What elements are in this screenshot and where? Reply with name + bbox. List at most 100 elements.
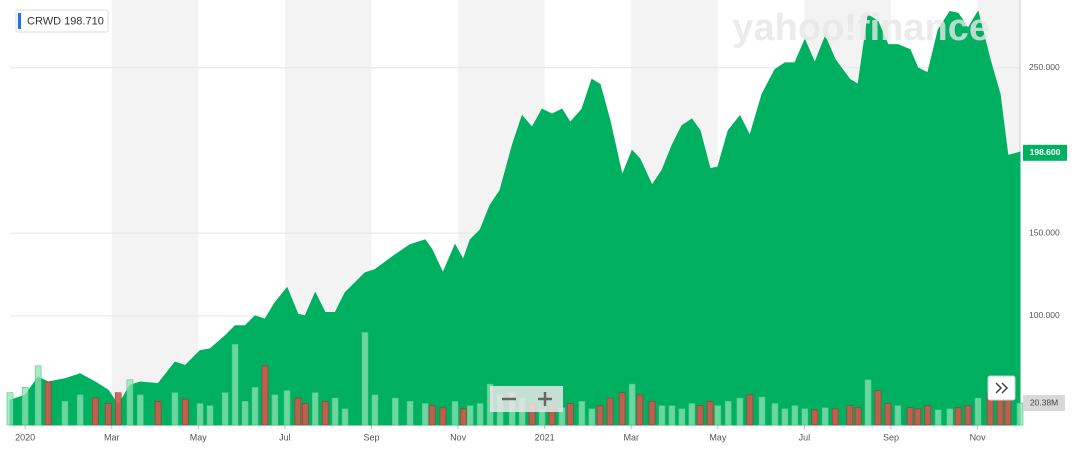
- legend-text: CRWD 198.710: [27, 15, 104, 27]
- volume-bar: [76, 394, 84, 426]
- volume-bar: [946, 408, 954, 426]
- volume-bar: [964, 405, 972, 426]
- watermark: yahoo!finance: [732, 7, 990, 49]
- volume-bar: [61, 401, 69, 426]
- volume-bar: [261, 365, 269, 426]
- zoom-panel: [490, 386, 563, 412]
- volume-bar: [44, 381, 52, 426]
- y-tick-label: 250.000: [1029, 62, 1060, 72]
- volume-bar: [906, 407, 914, 426]
- volume-bar: [451, 401, 459, 426]
- volume-bar: [846, 405, 854, 426]
- volume-bar: [476, 403, 484, 426]
- legend: CRWD 198.710: [15, 9, 109, 33]
- volume-bar: [341, 408, 349, 426]
- volume-bar: [251, 387, 259, 426]
- volume-bar: [811, 409, 819, 426]
- volume-bar: [714, 405, 722, 426]
- volume-bar: [391, 397, 399, 426]
- x-tick-label: 2020: [15, 432, 35, 442]
- volume-bar: [578, 401, 586, 426]
- volume-bar: [636, 394, 644, 426]
- volume-bar: [924, 405, 932, 426]
- volume-bar: [301, 403, 309, 426]
- volume-bar: [801, 408, 809, 426]
- volume-bar: [1016, 402, 1024, 426]
- volume-bar: [283, 390, 291, 426]
- volume-bar: [914, 408, 922, 426]
- volume-label-box: [1023, 395, 1065, 412]
- y-tick-label: 100.000: [1029, 310, 1060, 320]
- volume-bar: [831, 408, 839, 426]
- volume-bar: [231, 344, 239, 426]
- volume-bar: [196, 403, 204, 426]
- chevron: [1001, 382, 1009, 394]
- volume-bar: [854, 407, 862, 426]
- plot: [6, 10, 1024, 426]
- volume-bar: [821, 407, 829, 426]
- x-tick-label: Mar: [104, 432, 120, 442]
- volume-bar: [361, 332, 369, 426]
- volume-bar: [864, 379, 872, 426]
- volume-bar: [114, 392, 122, 426]
- x-tick-label: Sep: [883, 432, 899, 442]
- volume-bar: [6, 392, 14, 426]
- volume-bar: [934, 409, 942, 426]
- volume-bar: [331, 397, 339, 426]
- volume-bar: [466, 405, 474, 426]
- volume-bar: [781, 408, 789, 426]
- volume-bar: [596, 405, 604, 426]
- price-label: 198.600: [1030, 147, 1061, 157]
- volume-bar: [648, 401, 656, 426]
- price-area: [9, 10, 1021, 426]
- volume-bar: [771, 403, 779, 426]
- volume-bar: [758, 396, 766, 426]
- volume-bar: [874, 390, 882, 426]
- volume-bar: [884, 403, 892, 426]
- chevron: [995, 382, 1003, 394]
- volume-bar: [154, 401, 162, 426]
- volume-bar: [678, 408, 686, 426]
- volume-bar: [221, 392, 229, 426]
- volume-bar: [126, 379, 134, 426]
- volume-bar: [104, 403, 112, 426]
- volume-bar: [311, 392, 319, 426]
- x-tick-label: Jul: [799, 432, 811, 442]
- x-tick-label: Jul: [279, 432, 291, 442]
- volume-bar: [21, 387, 29, 426]
- volume-bar: [91, 397, 99, 426]
- volume-bar: [241, 401, 249, 426]
- x-tick-label: Nov: [970, 432, 987, 442]
- volume-bar: [171, 392, 179, 426]
- month-band: [111, 0, 199, 425]
- volume-bar: [371, 394, 379, 426]
- volume-bar: [459, 408, 467, 426]
- volume-bar: [588, 408, 596, 426]
- volume-bar: [606, 397, 614, 426]
- zoom-controls[interactable]: [490, 386, 563, 412]
- volume-bar: [439, 407, 447, 426]
- volume-bar: [406, 401, 414, 426]
- volume-bar: [724, 401, 732, 426]
- volume-bar: [658, 405, 666, 426]
- legend-marker: [18, 13, 21, 29]
- x-tick-label: May: [190, 432, 208, 442]
- volume-bar: [421, 403, 429, 426]
- x-tick-label: 2021: [535, 432, 555, 442]
- x-tick-label: May: [709, 432, 727, 442]
- volume-bar: [294, 397, 302, 426]
- volume-bar: [974, 397, 982, 426]
- volume-bar: [736, 397, 744, 426]
- volume-bar: [746, 394, 754, 426]
- volume-bar: [137, 394, 144, 426]
- volume-bar: [696, 405, 704, 426]
- volume-bar: [271, 394, 279, 426]
- x-tick-label: Sep: [363, 432, 379, 442]
- scroll-right-button[interactable]: [987, 375, 1016, 401]
- volume-bar: [628, 383, 636, 426]
- volume-bar: [706, 401, 714, 426]
- volume-bar: [321, 401, 329, 426]
- volume-bar: [34, 365, 42, 426]
- legend-box: [15, 9, 109, 33]
